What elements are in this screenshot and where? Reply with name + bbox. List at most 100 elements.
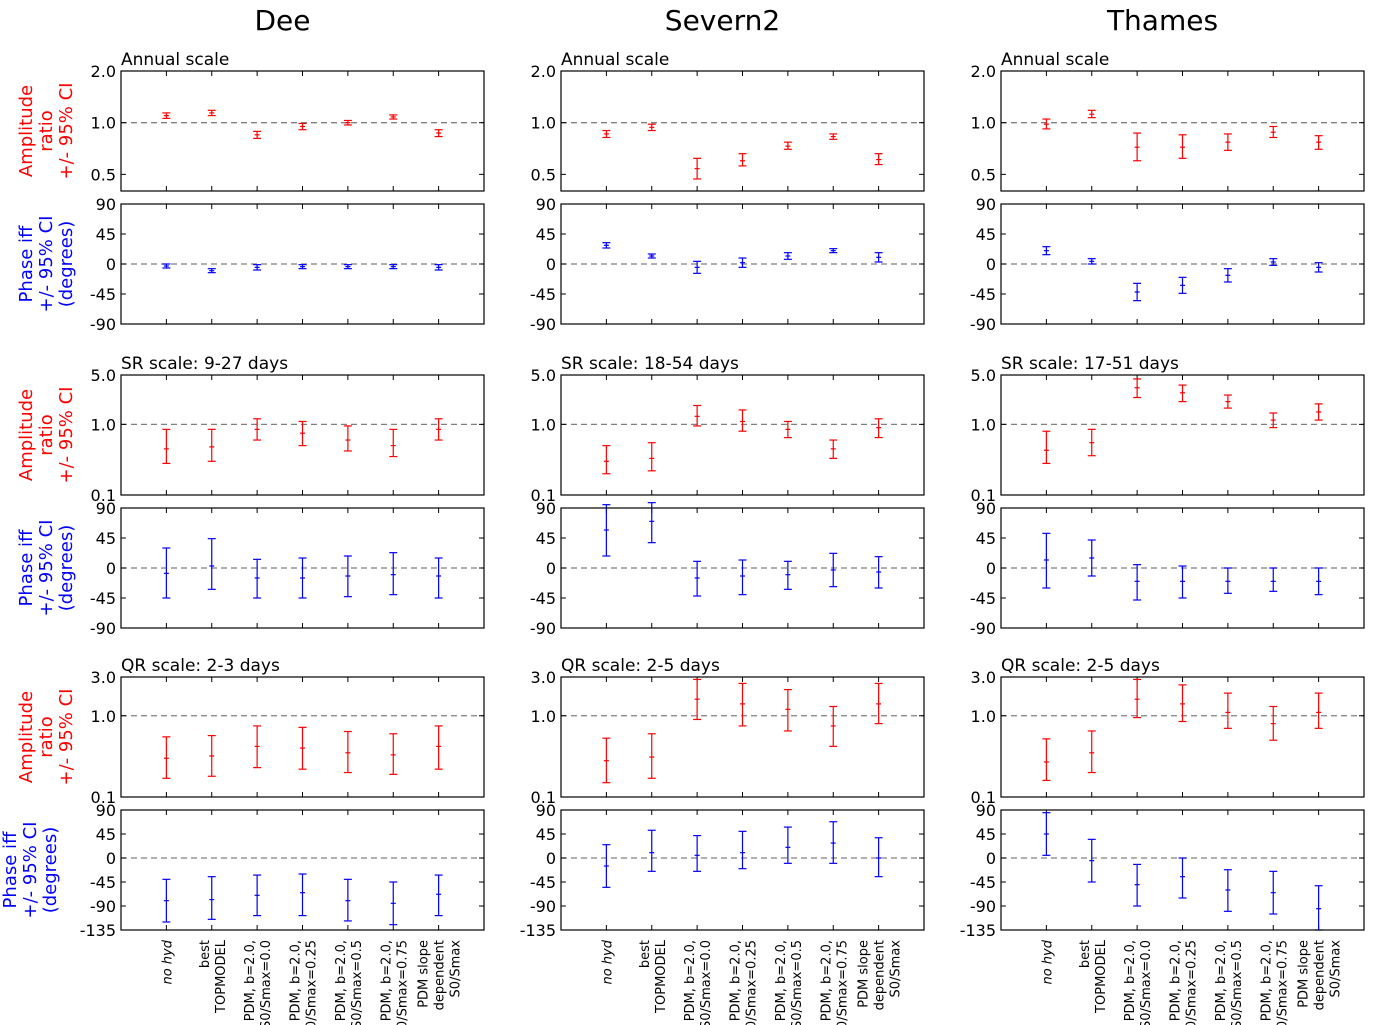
error-bar (602, 504, 611, 557)
error-bar (162, 736, 171, 779)
x-category-label: PDM, b=2.0, (1214, 940, 1229, 1021)
error-bar (693, 834, 702, 872)
error-bar (647, 502, 656, 544)
error-bar (298, 122, 307, 131)
y-tick-label: -90 (970, 315, 996, 334)
plot-frame (560, 676, 925, 798)
phase-axis-label: +/- 95% CI (36, 216, 57, 313)
y-tick-label: -45 (90, 589, 116, 608)
x-category-label: PDM slope (417, 940, 432, 1008)
x-category-label: no hyd (160, 939, 175, 984)
y-tick-label: 0.5 (971, 165, 996, 184)
y-tick-label: 1.0 (971, 114, 996, 133)
error-bar (253, 725, 262, 769)
phase-axis-label: Phase iff (16, 225, 37, 302)
y-tick-label: 45 (976, 825, 996, 844)
error-bar (602, 445, 611, 475)
x-category-label: S0/Smax=0.25 (305, 940, 320, 1025)
error-bar (343, 119, 352, 126)
y-tick-label: 0.1 (91, 486, 116, 505)
error-bar (1269, 705, 1278, 741)
scale-title: QR scale: 2-5 days (561, 656, 720, 676)
error-bar (1223, 133, 1232, 151)
error-bar (1042, 430, 1051, 465)
error-bar (1178, 857, 1187, 899)
y-tick-label: 1.0 (531, 415, 556, 434)
amplitude-axis-label: ratio (36, 414, 57, 456)
error-bar (602, 129, 611, 139)
error-bar (389, 552, 398, 596)
y-tick-label: -45 (970, 589, 996, 608)
y-tick-label: -45 (530, 589, 556, 608)
plot-frame (120, 203, 485, 325)
y-tick-label: -90 (530, 619, 556, 638)
y-tick-label: 45 (976, 225, 996, 244)
error-bar (738, 153, 747, 167)
y-tick-label: 0.5 (531, 165, 556, 184)
error-bar (343, 555, 352, 598)
scale-title: Annual scale (1001, 50, 1109, 70)
y-tick-label: 90 (96, 195, 116, 214)
error-bar (298, 873, 307, 917)
amplitude-axis-label: ratio (36, 110, 57, 152)
y-tick-label: -45 (970, 285, 996, 304)
x-category-label: S0/Smax (449, 940, 464, 998)
error-bar (1042, 532, 1051, 589)
error-bar (647, 442, 656, 472)
error-bar (647, 733, 656, 779)
error-bar (343, 264, 352, 270)
error-bar (738, 409, 747, 432)
phase-axis-label: (degrees) (56, 525, 77, 612)
error-bar (1314, 567, 1323, 596)
error-bar (298, 420, 307, 447)
scale-title: SR scale: 17-51 days (1001, 354, 1179, 374)
amplitude-axis-label: +/- 95% CI (56, 689, 77, 786)
scale-title: SR scale: 18-54 days (561, 354, 739, 374)
y-tick-label: 0.1 (971, 788, 996, 807)
x-category-label: S0/Smax=0.5 (790, 940, 805, 1025)
error-bar (874, 837, 883, 878)
error-bar (874, 682, 883, 725)
x-category-label: best (1078, 940, 1093, 968)
phase-axis-label: Phase iff (16, 529, 37, 606)
error-bar (1087, 258, 1096, 265)
scale-title: Annual scale (121, 50, 229, 70)
x-category-label: PDM, b=2.0, (1169, 940, 1184, 1021)
phase-axis-label: (degrees) (56, 221, 77, 308)
scale-title: Annual scale (561, 50, 669, 70)
plot-frame (120, 676, 485, 798)
x-category-label: TOPMODEL (1094, 939, 1109, 1014)
error-bar (1178, 565, 1187, 599)
y-tick-label: 45 (96, 225, 116, 244)
y-tick-label: 90 (96, 499, 116, 518)
plot-frame (1000, 203, 1365, 325)
error-bar (434, 725, 443, 770)
x-category-label: dependent (1313, 940, 1328, 1010)
error-bar (434, 874, 443, 917)
phase-axis-label: Phase iff (0, 831, 21, 908)
y-tick-label: 90 (976, 801, 996, 820)
plot-frame (560, 809, 925, 931)
error-bar (1223, 567, 1232, 594)
scale-title: QR scale: 2-3 days (121, 656, 280, 676)
scale-title: QR scale: 2-5 days (1001, 656, 1160, 676)
y-tick-label: -90 (530, 897, 556, 916)
error-bar (253, 264, 262, 271)
error-bar (434, 418, 443, 441)
y-tick-label: 5.0 (971, 366, 996, 385)
plot-frame (120, 70, 485, 192)
error-bar (874, 153, 883, 166)
y-tick-label: 45 (536, 225, 556, 244)
phase-axis-label: +/- 95% CI (36, 520, 57, 617)
y-tick-label: 0 (986, 849, 996, 868)
error-bar (647, 253, 656, 259)
error-bar (647, 829, 656, 872)
x-category-label: TOPMODEL (654, 939, 669, 1014)
y-tick-label: 0 (546, 849, 556, 868)
y-tick-label: 2.0 (971, 62, 996, 81)
error-bar (1223, 692, 1232, 729)
error-bar (389, 428, 398, 458)
y-tick-label: 3.0 (91, 668, 116, 687)
x-category-label: S0/Smax=0.75 (1275, 940, 1290, 1025)
error-bar (207, 268, 216, 274)
